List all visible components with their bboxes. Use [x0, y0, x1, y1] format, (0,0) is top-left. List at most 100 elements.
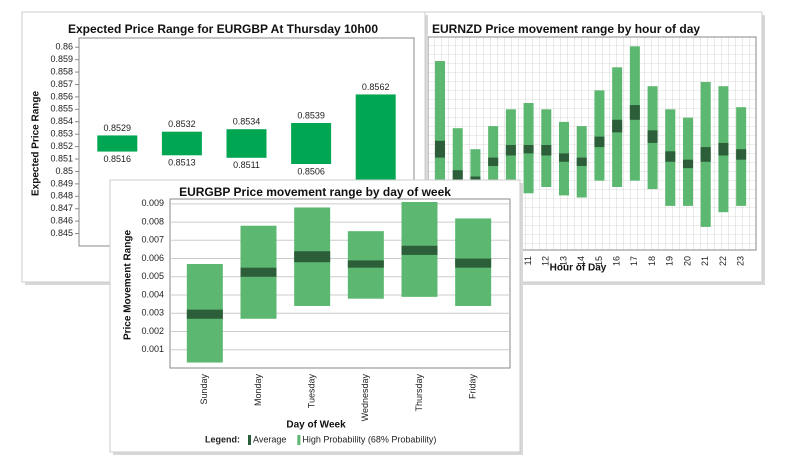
y-tick-label: 0.847 [50, 203, 73, 213]
legend-title: Legend: [205, 434, 240, 444]
bar [161, 131, 202, 156]
y-tick-label: 0.86 [55, 42, 73, 52]
value-label: 0.8516 [104, 154, 132, 164]
value-label: 0.8506 [297, 166, 325, 176]
average-band [683, 159, 694, 169]
x-tick-label: Friday [468, 374, 478, 400]
average-band [505, 145, 516, 156]
y-tick-label: 0.857 [50, 79, 73, 89]
value-label: 0.8534 [233, 117, 261, 127]
x-tick-label: 13 [558, 256, 568, 266]
bar [291, 123, 332, 164]
chart-title: Expected Price Range for EURGBP At Thurs… [68, 22, 378, 36]
y-tick-label: 0.858 [50, 66, 73, 76]
y-tick-label: 0.002 [141, 326, 164, 336]
average-band [435, 140, 446, 158]
y-tick-label: 0.005 [141, 271, 164, 281]
x-axis-title: Day of Week [286, 420, 346, 431]
value-label: 0.8511 [233, 160, 260, 170]
legend-swatch [248, 435, 251, 445]
value-label: 0.8539 [297, 110, 325, 120]
average-band [541, 145, 552, 156]
range-bar [594, 90, 605, 181]
x-tick-label: 11 [523, 256, 533, 265]
average-band [240, 267, 277, 277]
x-tick-label: 19 [665, 256, 675, 266]
y-tick-label: 0.852 [50, 141, 73, 151]
x-tick-label: 23 [736, 256, 746, 266]
y-tick-label: 0.007 [141, 235, 164, 245]
x-tick-label: Monday [253, 374, 263, 407]
value-label: 0.8532 [168, 119, 196, 129]
y-tick-label: 0.853 [50, 129, 73, 139]
average-band [347, 260, 384, 268]
y-tick-label: 0.856 [50, 91, 73, 101]
y-tick-label: 0.85 [55, 166, 73, 176]
range-bar [452, 128, 463, 196]
chart-title: EURGBP Price movement range by day of we… [179, 185, 451, 199]
chart-panel: EURGBP Price movement range by day of we… [109, 179, 523, 455]
average-band [576, 157, 587, 166]
y-tick-label: 0.006 [141, 253, 164, 263]
y-tick-label: 0.851 [50, 153, 73, 163]
x-tick-label: Sunday [199, 374, 209, 405]
average-band [488, 157, 499, 166]
y-axis-title: Price Movement Range [123, 230, 134, 340]
average-band [700, 147, 711, 162]
x-tick-label: Thursday [414, 374, 424, 412]
value-label: 0.8513 [168, 158, 196, 168]
y-tick-label: 0.846 [50, 216, 73, 226]
x-tick-label: 21 [700, 256, 710, 266]
y-tick-label: 0.859 [50, 54, 73, 64]
chart-title: EURNZD Price movement range by hour of d… [432, 22, 700, 36]
x-tick-label: 15 [594, 256, 604, 266]
x-tick-label: Wednesday [360, 374, 370, 422]
value-label: 0.8529 [104, 123, 132, 133]
y-tick-label: 0.854 [50, 116, 73, 126]
value-label: 0.8562 [362, 82, 390, 92]
average-band [186, 309, 223, 319]
average-band [718, 142, 729, 156]
y-tick-label: 0.008 [141, 216, 164, 226]
y-tick-label: 0.001 [141, 344, 164, 354]
average-band [736, 149, 747, 160]
range-bar [435, 61, 446, 196]
x-tick-label: 17 [629, 256, 639, 266]
y-tick-label: 0.855 [50, 104, 73, 114]
y-tick-label: 0.004 [141, 289, 164, 299]
bar [97, 135, 138, 152]
y-axis-title: Expected Price Range [31, 91, 42, 196]
x-tick-label: Tuesday [307, 374, 317, 409]
average-band [559, 153, 570, 162]
y-tick-label: 0.009 [141, 198, 164, 208]
y-tick-label: 0.003 [141, 308, 164, 318]
x-tick-label: 12 [541, 256, 551, 266]
x-tick-label: 20 [682, 256, 692, 266]
legend-label: High Probability (68% Probability) [302, 434, 436, 444]
average-band [401, 245, 438, 255]
average-band [665, 151, 676, 162]
x-tick-label: 18 [647, 256, 657, 266]
average-band [612, 119, 623, 133]
x-tick-label: 22 [718, 256, 728, 266]
plot-area [169, 198, 511, 369]
x-tick-label: 16 [612, 256, 622, 266]
legend-label: Average [253, 434, 286, 444]
average-band [629, 105, 640, 120]
y-tick-label: 0.849 [50, 178, 73, 188]
x-tick-label: 14 [576, 256, 586, 266]
average-band [294, 251, 331, 263]
bar [226, 129, 267, 158]
average-band [594, 136, 605, 148]
legend-swatch [297, 435, 301, 445]
average-band [455, 258, 492, 268]
y-tick-label: 0.845 [50, 228, 73, 238]
average-band [647, 130, 658, 143]
x-axis-title: Hour of Day [550, 263, 607, 274]
y-tick-label: 0.848 [50, 191, 73, 201]
average-band [523, 145, 534, 154]
average-band [452, 170, 463, 181]
bar [355, 94, 396, 197]
